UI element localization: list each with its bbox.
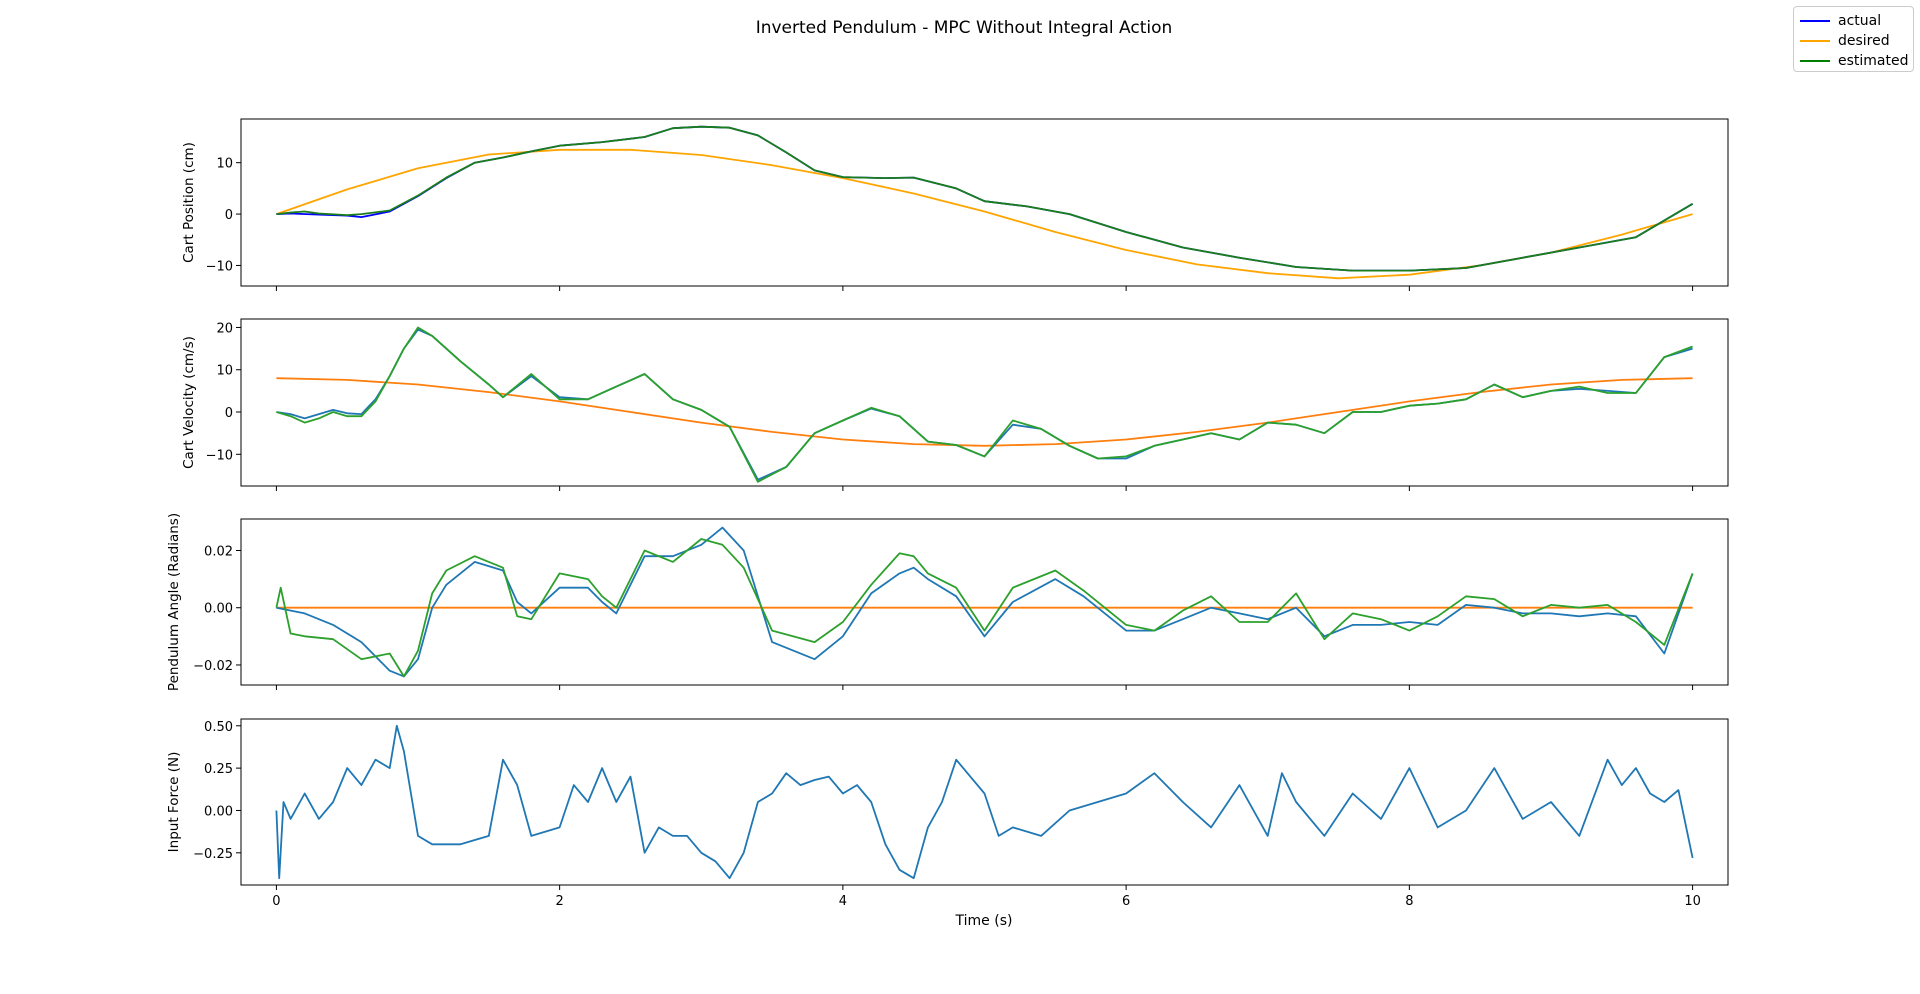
- chart-title: Inverted Pendulum - MPC Without Integral…: [756, 18, 1173, 38]
- y-tick-label-4-2: 0.25: [204, 762, 233, 777]
- series-line-desired-1: [276, 148, 1693, 280]
- y-axis-label-3: Pendulum Angle (Radians): [166, 513, 182, 691]
- x-tick-label-4: 8: [1405, 894, 1413, 909]
- x-tick-label-2: 4: [839, 894, 847, 909]
- legend-item-actual: actual: [1794, 11, 1913, 31]
- legend-item-desired: desired: [1794, 31, 1913, 51]
- axes-frame-1: [240, 118, 1729, 287]
- y-tick-label-3-2: 0.02: [204, 544, 233, 559]
- axes-frame-2: [240, 318, 1729, 487]
- legend-item-estimated: estimated: [1794, 51, 1913, 71]
- axes-frame-3: [240, 518, 1729, 686]
- subplot-1: −10 0 10 Cart Position (cm): [181, 118, 1729, 291]
- y-tick-label-1-0: −10: [206, 259, 233, 274]
- legend: actual desired estimated: [1793, 6, 1914, 72]
- subplot-2: −10 0 10 20 Cart Velocity (cm/s): [181, 318, 1729, 491]
- series-line-actual-3: [276, 526, 1694, 678]
- y-tick-label-1-2: 10: [216, 157, 233, 172]
- y-tick-label-3-1: 0.00: [204, 602, 233, 617]
- series-line-estimated-1: [276, 125, 1694, 272]
- x-tick-label-1: 2: [556, 894, 564, 909]
- y-tick-label-2-1: 0: [225, 406, 233, 421]
- y-tick-label-4-3: 0.50: [204, 720, 233, 735]
- x-tick-label-0: 0: [272, 894, 280, 909]
- y-tick-label-3-0: −0.02: [193, 659, 233, 674]
- x-tick-label-5: 10: [1684, 894, 1701, 909]
- subplot-4: −0.25 0.00 0.25 0.50 0 2 4 6 8 10 Input Force (N): [166, 718, 1729, 909]
- y-tick-label-2-3: 20: [216, 321, 233, 336]
- series-line-estimated-2: [276, 326, 1693, 483]
- x-axis-label: Time (s): [955, 913, 1013, 929]
- legend-label-desired: desired: [1838, 33, 1890, 49]
- axes-frame-4: [240, 718, 1729, 886]
- y-tick-label-4-0: −0.25: [193, 847, 233, 862]
- series-line-desired-2: [276, 377, 1693, 447]
- y-axis-label-2: Cart Velocity (cm/s): [181, 336, 197, 469]
- legend-swatch-estimated: [1800, 60, 1830, 62]
- legend-label-estimated: estimated: [1838, 53, 1909, 69]
- y-axis-label-1: Cart Position (cm): [181, 142, 197, 263]
- legend-swatch-desired: [1800, 40, 1830, 42]
- series-line-estimated-3: [275, 538, 1694, 678]
- x-tick-label-3: 6: [1122, 894, 1130, 909]
- y-tick-label-2-0: −10: [206, 448, 233, 463]
- series-line-actual-1: [276, 125, 1694, 272]
- legend-swatch-actual: [1800, 20, 1830, 22]
- y-axis-label-4: Input Force (N): [166, 752, 182, 853]
- series-line-actual-4: [275, 724, 1694, 880]
- y-tick-label-1-1: 0: [225, 208, 233, 223]
- y-tick-label-2-2: 10: [216, 364, 233, 379]
- subplot-3: −0.02 0.00 0.02 Pendulum Angle (Radians): [166, 513, 1729, 691]
- y-tick-label-4-1: 0.00: [204, 804, 233, 819]
- legend-label-actual: actual: [1838, 13, 1882, 29]
